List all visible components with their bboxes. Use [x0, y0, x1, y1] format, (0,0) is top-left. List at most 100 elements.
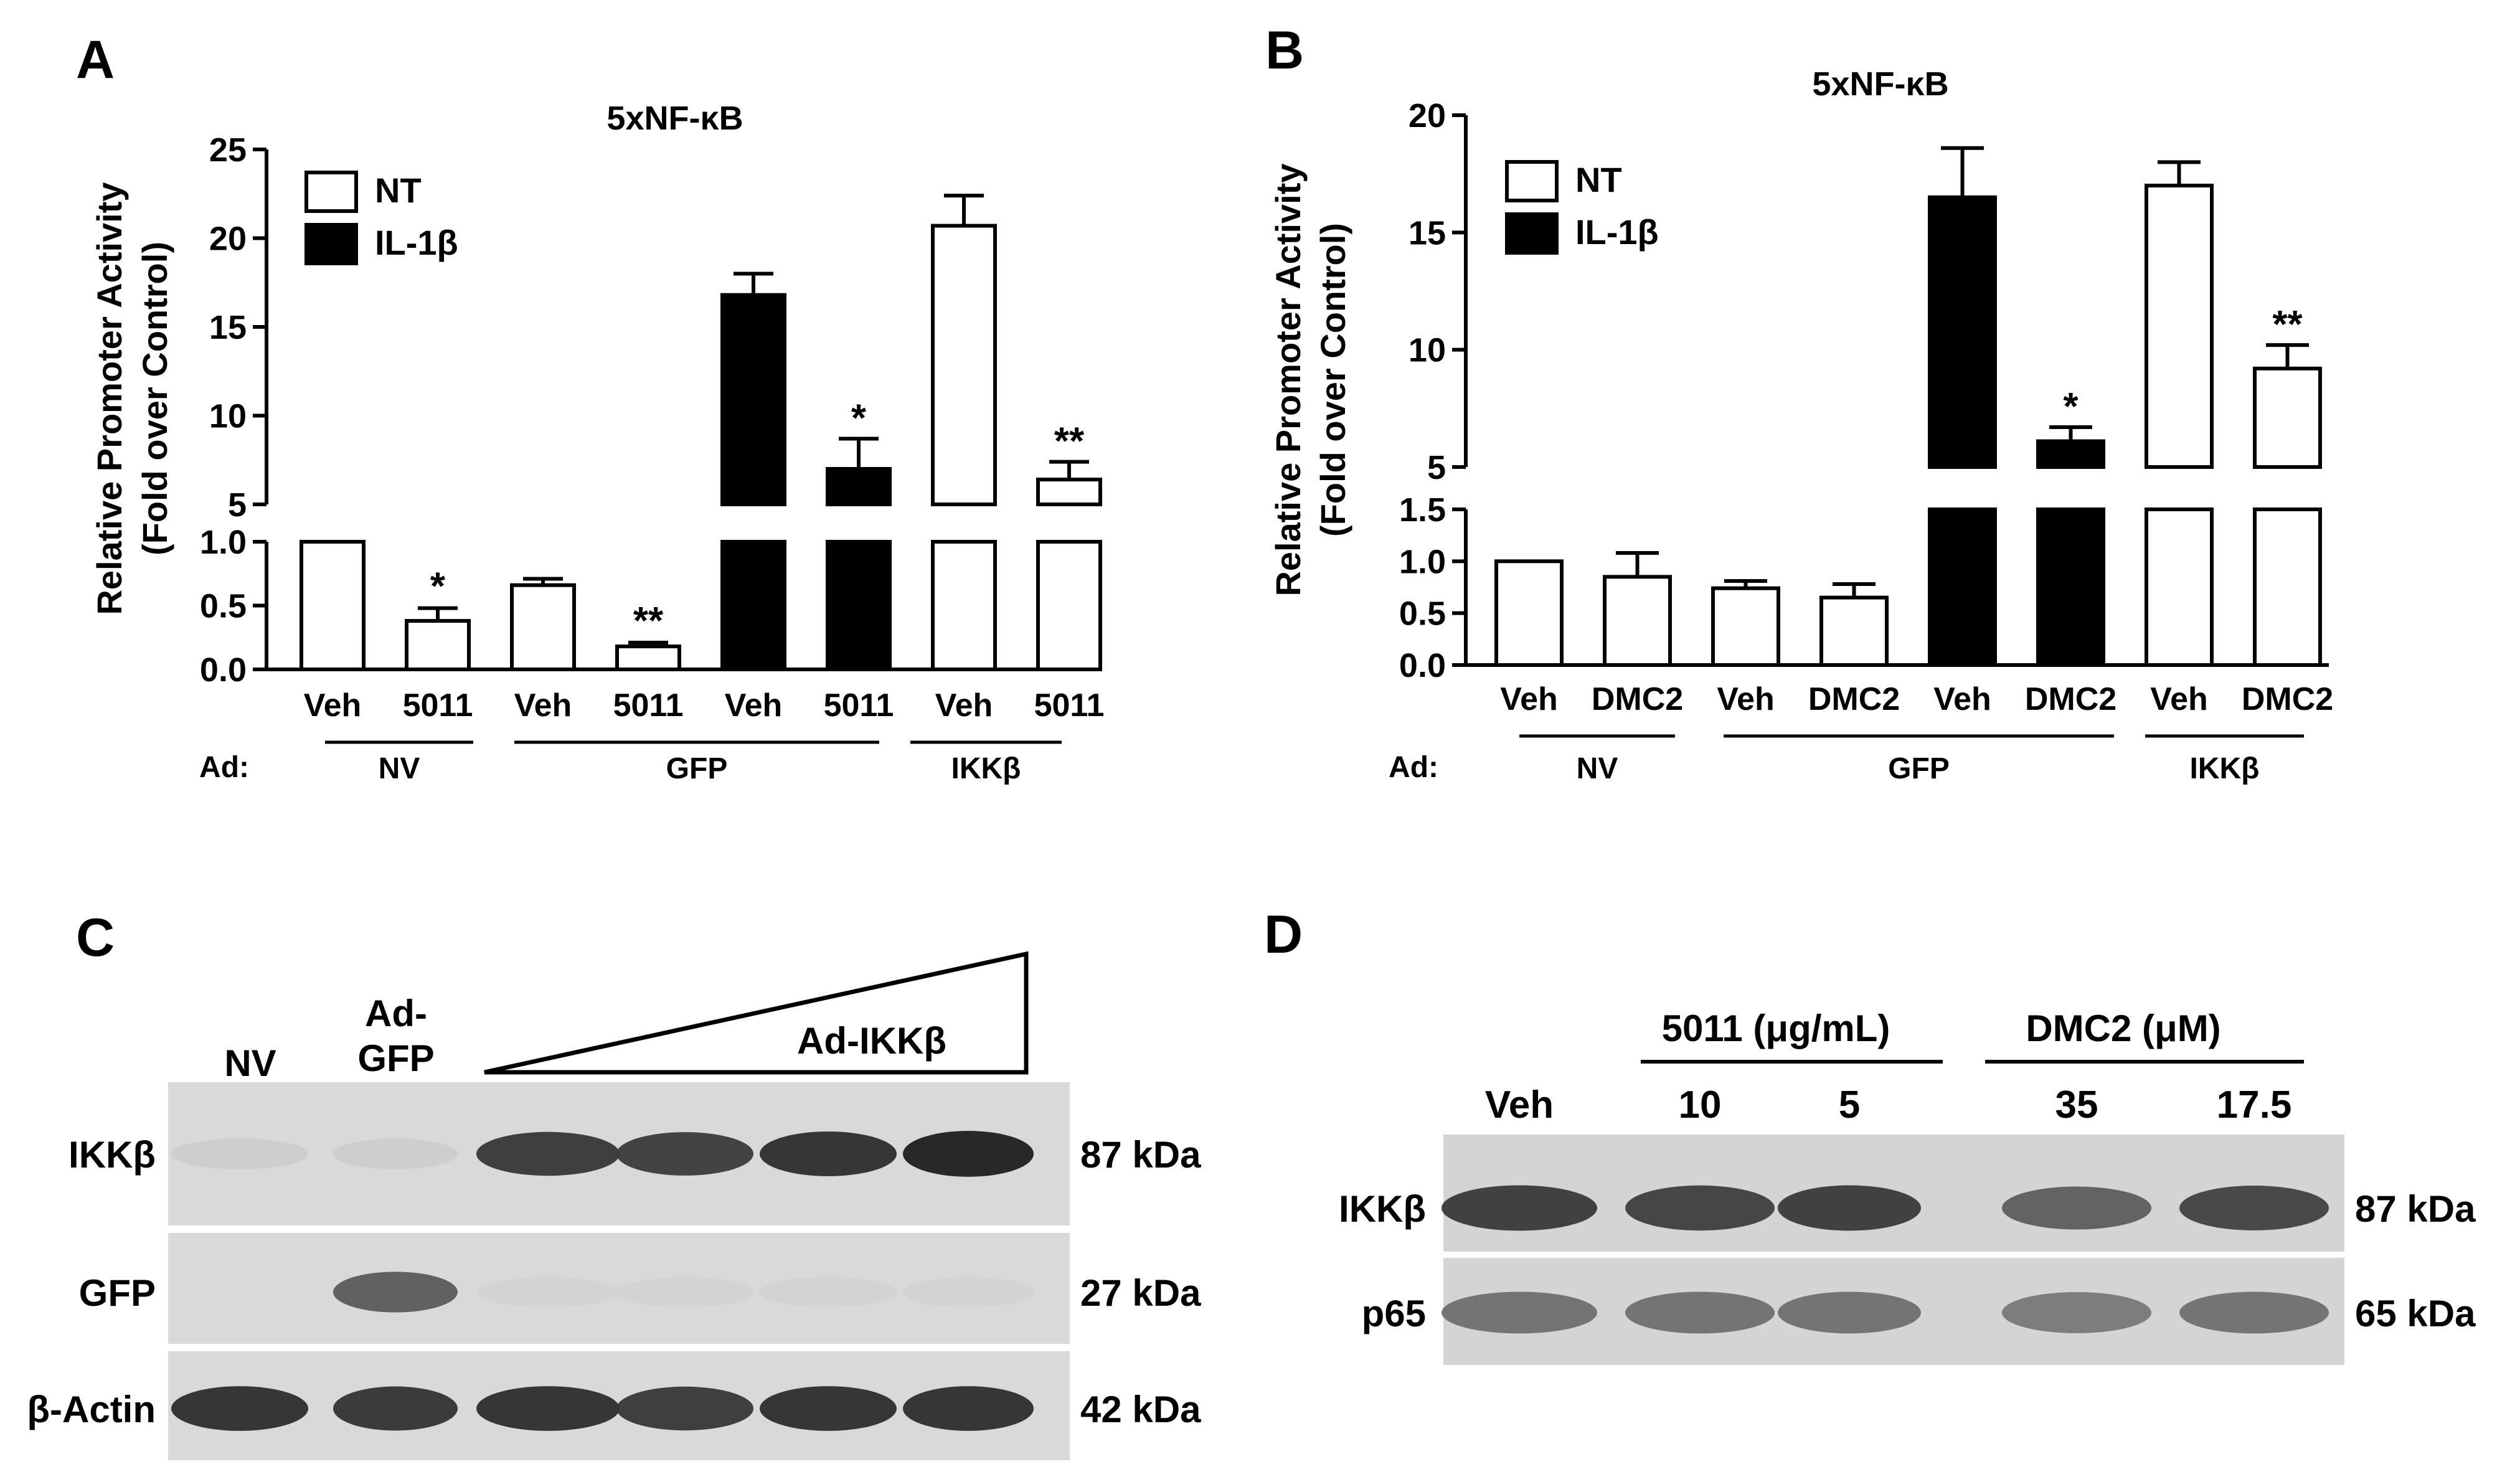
- x-tick-label: Veh: [2150, 681, 2208, 717]
- molecular-weight-label: 42 kDa: [1080, 1389, 1201, 1430]
- chart-title: 5xNF-κB: [606, 100, 743, 137]
- bar-lower-segment: [2036, 507, 2105, 667]
- blot-band: [1442, 1291, 1597, 1334]
- y-tick-label-lower: 0.0: [200, 651, 247, 689]
- bar-lower-segment: [2253, 507, 2322, 667]
- row-label: p65: [1362, 1293, 1426, 1334]
- x-tick-label: 5011: [613, 687, 684, 724]
- legend-swatch: [1505, 212, 1559, 255]
- molecular-weight-label: 27 kDa: [1080, 1272, 1201, 1314]
- molecular-weight-label: 87 kDa: [2355, 1188, 2476, 1230]
- blot-band: [2179, 1186, 2329, 1230]
- significance-marker: *: [851, 397, 867, 440]
- lane-header-ad-ikkb: Ad-IKKβ: [797, 1020, 946, 1062]
- bar-lower-segment: [720, 540, 786, 671]
- lane-label: 10: [1679, 1083, 1722, 1126]
- x-tick-label: Veh: [1933, 681, 1991, 717]
- bar: [1036, 478, 1102, 506]
- row-label: β-Actin: [27, 1389, 156, 1430]
- group-label-dmc2: DMC2 (μM): [2026, 1008, 2220, 1049]
- bar: [510, 583, 576, 672]
- y-tick-label-upper: 20: [209, 220, 247, 258]
- group-label: IKKβ: [951, 752, 1021, 785]
- group-label: NV: [379, 752, 420, 785]
- blot-band: [333, 1272, 458, 1313]
- blot-band: [1778, 1185, 1921, 1231]
- group-label-5011: 5011 (μg/mL): [1662, 1008, 1890, 1049]
- molecular-weight-label: 65 kDa: [2355, 1293, 2476, 1334]
- blot-band: [616, 1277, 753, 1308]
- bar: [2145, 184, 2214, 469]
- significance-marker: **: [1054, 420, 1085, 463]
- row-label: IKKβ: [1339, 1188, 1426, 1230]
- bar-lower-segment: [826, 540, 892, 671]
- y-tick-label-upper: 10: [209, 398, 247, 435]
- group-label: NV: [1577, 752, 1618, 785]
- significance-marker: *: [2063, 385, 2079, 428]
- ad-label: Ad:: [199, 751, 249, 784]
- y-tick-label-lower: 0.5: [1399, 595, 1446, 633]
- legend-label: IL-1β: [1575, 212, 1659, 252]
- x-tick-label: Veh: [725, 687, 783, 724]
- blot-band: [1625, 1291, 1775, 1334]
- y-tick-label-lower: 1.0: [200, 524, 247, 561]
- blot-band: [2002, 1292, 2151, 1333]
- legend-swatch: [304, 223, 358, 265]
- lane-header-ad-gfp-2: GFP: [357, 1037, 434, 1079]
- bar: [1494, 559, 1564, 667]
- significance-marker: *: [430, 565, 446, 608]
- y-axis-label-line2: (Fold over Control): [1313, 223, 1352, 537]
- blot-band: [616, 1132, 753, 1176]
- bar: [1819, 595, 1889, 668]
- blot-band: [333, 1386, 458, 1431]
- blot-band: [616, 1386, 753, 1431]
- blot-band: [903, 1277, 1034, 1308]
- x-tick-label: 5011: [403, 687, 473, 724]
- y-tick-label-upper: 10: [1409, 332, 1446, 369]
- x-tick-label: DMC2: [1592, 681, 1683, 717]
- group-label: GFP: [1888, 752, 1950, 785]
- bar: [931, 224, 997, 506]
- blot-band: [171, 1138, 308, 1169]
- bar-lower-segment: [2145, 507, 2214, 667]
- bar-lower-segment: [931, 540, 997, 671]
- panel-letter-d: D: [1264, 905, 1303, 965]
- bar: [1711, 586, 1780, 668]
- y-axis-label-line2: (Fold over Control): [135, 242, 174, 555]
- group-label: IKKβ: [2190, 752, 2260, 785]
- x-tick-label: Veh: [304, 687, 362, 724]
- lane-header-ad-gfp-1: Ad-: [365, 993, 427, 1034]
- molecular-weight-label: 87 kDa: [1080, 1134, 1201, 1176]
- blot-band: [333, 1138, 458, 1169]
- x-tick-label: 5011: [1034, 687, 1105, 724]
- x-tick-label: DMC2: [1808, 681, 1900, 717]
- significance-marker: **: [2272, 303, 2303, 346]
- significance-marker: **: [633, 600, 664, 643]
- legend-swatch: [304, 171, 358, 213]
- lane-label: Veh: [1485, 1083, 1554, 1126]
- blot-band: [171, 1386, 308, 1431]
- y-tick-label-upper: 5: [1427, 449, 1446, 486]
- bar: [615, 644, 681, 671]
- y-axis-label-line1: Relative Promoter Activity: [1268, 163, 1308, 596]
- panel-letter-c: C: [76, 908, 115, 968]
- blot-band: [903, 1131, 1034, 1177]
- x-tick-label: DMC2: [2242, 681, 2333, 717]
- x-tick-label: DMC2: [2025, 681, 2117, 717]
- panel-letter-b: B: [1265, 21, 1304, 80]
- bar-lower-segment: [1928, 507, 1997, 667]
- lane-label: 5: [1839, 1083, 1860, 1126]
- chart-title: 5xNF-κB: [1812, 65, 1948, 103]
- bar: [405, 619, 471, 671]
- legend-swatch: [1505, 160, 1559, 202]
- ad-label: Ad:: [1389, 751, 1438, 784]
- lane-label: 35: [2055, 1083, 2098, 1126]
- x-tick-label: Veh: [514, 687, 572, 724]
- y-tick-label-upper: 5: [228, 486, 247, 524]
- bar: [300, 540, 366, 671]
- y-axis-label-line1: Relative Promoter Activity: [90, 182, 129, 615]
- chart-a: 5xNF-κB Relative Promoter Activity (Fold o…: [90, 100, 1104, 785]
- y-tick-label-upper: 15: [1409, 214, 1446, 252]
- lane-header-nv: NV: [224, 1042, 276, 1084]
